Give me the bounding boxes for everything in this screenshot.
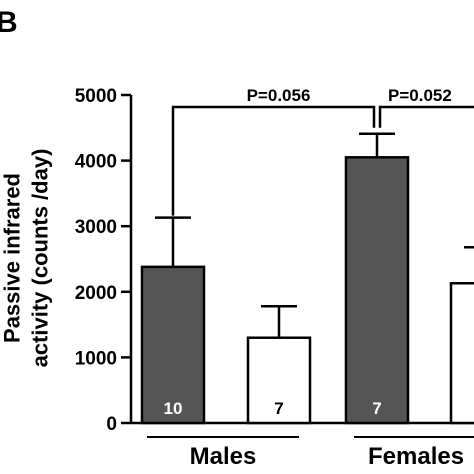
significance-annotations: P=0.056 P=0.052	[171, 86, 474, 216]
y-tick-label: 1000	[75, 348, 117, 369]
significance-bracket	[171, 105, 376, 216]
y-tick-label: 2000	[75, 283, 117, 304]
p-value-label: P=0.052	[388, 86, 452, 105]
y-tick-label: 4000	[75, 152, 117, 173]
bar-n-label: 7	[372, 399, 381, 418]
y-tick-label: 3000	[75, 217, 117, 238]
y-tick-label: 5000	[75, 86, 117, 107]
group-label: Females	[368, 443, 464, 470]
bar-n-label: 10	[164, 399, 183, 418]
y-axis-title: Passive infrared activity (counts /day)	[0, 149, 53, 368]
y-axis-title-line: Passive infrared	[0, 173, 25, 343]
bars: 10 7 7	[140, 132, 474, 425]
significance-bracket	[378, 105, 474, 128]
y-axis-title-line: activity (counts /day)	[28, 149, 53, 368]
group-labels: Males Females	[147, 436, 474, 470]
y-tick-label: 0	[106, 414, 117, 435]
panel-label: B	[0, 6, 18, 39]
bar	[449, 282, 474, 425]
bar	[140, 265, 206, 425]
bar	[246, 336, 312, 425]
p-value-label: P=0.056	[247, 86, 311, 105]
y-axis-ticks: 0 1000 2000 3000 4000 5000	[75, 86, 131, 435]
group-label: Males	[190, 443, 257, 470]
bar-n-label: 7	[274, 399, 283, 418]
bar	[344, 156, 410, 425]
